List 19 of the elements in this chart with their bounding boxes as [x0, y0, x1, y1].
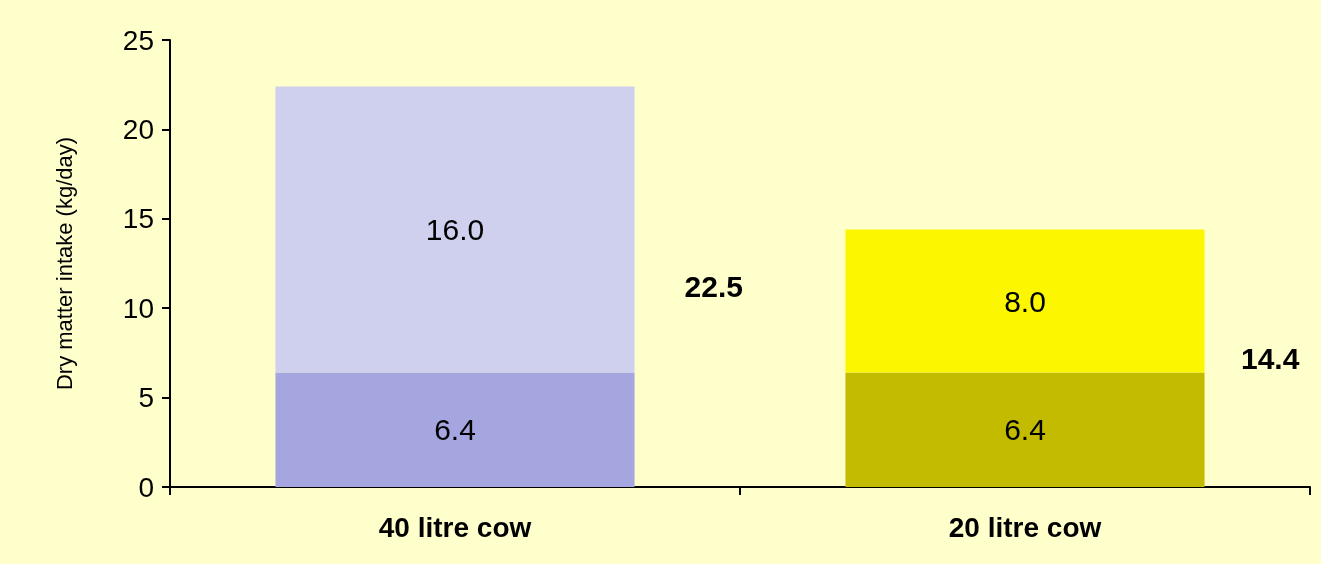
data-label: 16.0: [425, 213, 485, 247]
y-tick-label: 20: [122, 113, 154, 145]
data-label: 6.4: [1004, 413, 1046, 447]
data-label: 6.4: [434, 413, 476, 447]
y-axis-title: Dry matter intake (kg/day): [51, 136, 77, 391]
bar: [845, 372, 1205, 487]
bar: [275, 372, 635, 487]
total-label: 14.4: [1241, 341, 1300, 375]
y-tick-label: 10: [122, 292, 154, 324]
bar: [275, 86, 635, 373]
total-label: 22.5: [684, 270, 743, 304]
data-label: 8.0: [1004, 284, 1046, 318]
bar: [845, 229, 1205, 373]
y-tick-label: 15: [122, 203, 154, 235]
y-tick-label: 25: [122, 24, 154, 56]
y-tick-label: 0: [138, 471, 154, 503]
x-tick-label: 20 litre cow: [948, 511, 1102, 543]
y-tick-label: 5: [138, 382, 154, 414]
x-tick-label: 40 litre cow: [378, 511, 532, 543]
